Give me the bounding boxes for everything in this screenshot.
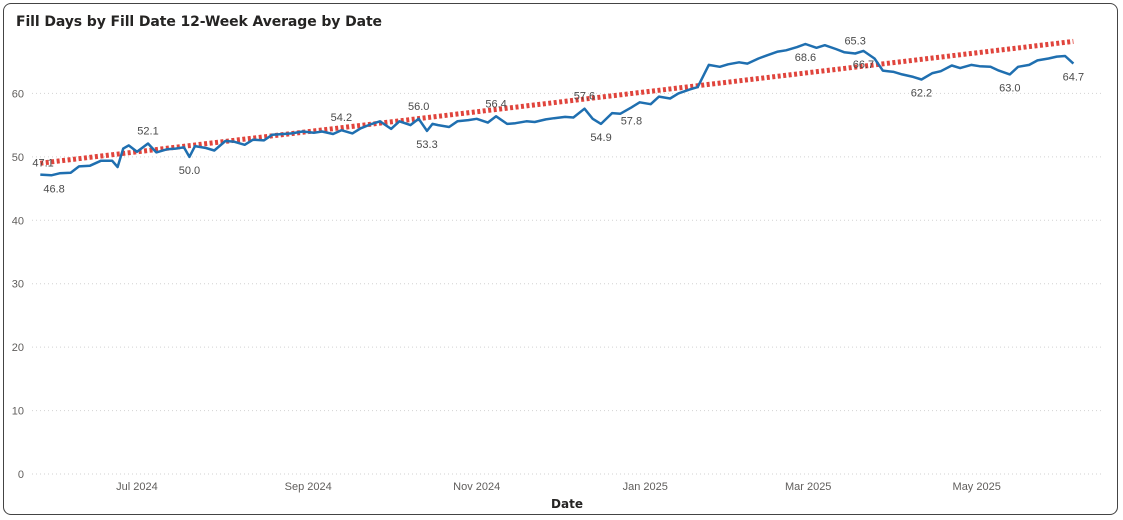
y-tick-label: 50 — [12, 152, 24, 164]
data-label: 57.6 — [574, 91, 595, 103]
data-label: 50.0 — [179, 165, 200, 177]
x-tick-label: Jul 2024 — [116, 481, 158, 493]
y-tick-label: 20 — [12, 342, 24, 354]
data-label: 52.1 — [137, 126, 158, 138]
data-label: 56.4 — [485, 98, 506, 110]
data-label: 65.3 — [844, 35, 865, 47]
data-label: 56.0 — [408, 101, 429, 113]
x-tick-label: Nov 2024 — [453, 481, 500, 493]
x-tick-label: Jan 2025 — [623, 481, 668, 493]
x-axis-title: Date — [551, 497, 583, 511]
trendline-path — [39, 38, 1074, 166]
data-label: 46.8 — [43, 183, 64, 195]
y-tick-label: 40 — [12, 215, 24, 227]
y-tick-label: 0 — [18, 469, 24, 481]
data-label: 53.3 — [416, 139, 437, 151]
x-tick-label: Sep 2024 — [285, 481, 332, 493]
data-label: 62.2 — [911, 87, 932, 99]
data-label: 64.7 — [1063, 72, 1084, 84]
y-tick-label: 60 — [12, 88, 24, 100]
data-label: 54.9 — [590, 132, 611, 144]
x-tick-label: Mar 2025 — [785, 481, 831, 493]
chart-card: Fill Days by Fill Date 12-Week Average b… — [3, 3, 1118, 515]
data-label: 57.8 — [621, 115, 642, 127]
data-label: 63.0 — [999, 82, 1020, 94]
x-tick-label: May 2025 — [953, 481, 1001, 493]
series-line — [40, 42, 1075, 177]
data-label: 54.2 — [331, 112, 352, 124]
data-label: 68.6 — [795, 52, 816, 64]
x-axis-ticks: Jul 2024 Sep 2024 Nov 2024 Jan 2025 Mar 2025… — [116, 481, 1001, 493]
y-tick-label: 30 — [12, 279, 24, 291]
data-label: 47.1 — [32, 157, 53, 169]
trendline — [39, 38, 1074, 166]
y-tick-label: 10 — [12, 406, 24, 418]
chart-title: Fill Days by Fill Date 12-Week Average b… — [16, 14, 382, 30]
y-axis-ticks: 0 10 20 30 40 50 60 — [12, 88, 24, 481]
series-path — [40, 42, 1075, 177]
data-labels: 47.1 46.8 52.1 50.0 54.2 56.0 53.3 56.4 57.6 54.9… — [32, 35, 1084, 195]
data-label: 66.7 — [853, 59, 874, 71]
